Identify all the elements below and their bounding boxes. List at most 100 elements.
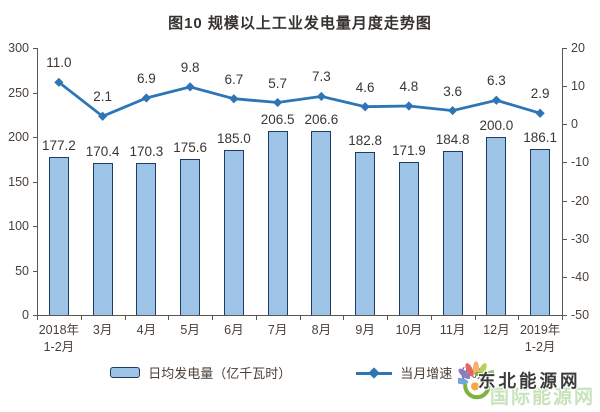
y-axis-right-tick-label: -50 xyxy=(571,308,590,322)
line-marker-icon xyxy=(360,102,370,112)
line-marker-icon xyxy=(98,111,108,121)
line-legend-diamond-icon xyxy=(368,366,380,379)
x-axis-category-label: 5月 xyxy=(180,323,200,337)
y-axis-right xyxy=(562,48,563,315)
legend-item-bar: 日均发电量（亿千瓦时） xyxy=(110,363,291,382)
y-axis-right-tick-label: -20 xyxy=(571,193,590,208)
x-axis-category-label: 8月 xyxy=(311,323,332,337)
x-axis-tick xyxy=(37,316,38,320)
bar xyxy=(48,157,69,315)
y-axis-left-tick xyxy=(33,315,37,316)
x-axis-category-label: 2019年 1-2月 xyxy=(519,323,561,354)
y-axis-right-tick xyxy=(563,200,567,202)
line-value-label: 11.0 xyxy=(46,55,72,71)
y-axis-left-tick xyxy=(33,137,37,138)
bar xyxy=(180,158,201,315)
line-marker-icon xyxy=(535,108,545,118)
bar xyxy=(92,163,113,315)
line-marker-icon xyxy=(54,77,64,87)
bar-value-label: 200.0 xyxy=(479,118,514,133)
y-axis-right-tick-label: -30 xyxy=(571,231,590,246)
y-axis-right-tick xyxy=(563,162,567,164)
line-legend-swatch-icon xyxy=(356,366,393,379)
bar xyxy=(442,150,463,315)
x-axis-tick xyxy=(80,316,82,320)
x-axis-tick xyxy=(212,316,213,320)
bar xyxy=(267,131,288,315)
legend: 日均发电量（亿千瓦时） 当月增速（%） xyxy=(0,363,600,382)
legend-item-line: 当月增速（%） xyxy=(356,363,490,382)
bar xyxy=(223,150,244,315)
bar-legend-label: 日均发电量（亿千瓦时） xyxy=(148,366,292,381)
x-axis xyxy=(37,315,563,316)
bar-value-label: 170.3 xyxy=(129,144,164,160)
y-axis-right-tick xyxy=(563,124,567,126)
y-axis-right-tick-label: 0 xyxy=(571,117,578,132)
y-axis-left-tick xyxy=(33,48,37,49)
bar-value-label: 185.0 xyxy=(216,131,251,147)
line-marker-icon xyxy=(273,97,283,108)
line-value-label: 9.8 xyxy=(180,59,200,75)
line-marker-icon xyxy=(229,94,239,104)
bar xyxy=(398,162,419,315)
y-axis-right-tick xyxy=(563,48,567,49)
y-axis-left-tick xyxy=(33,270,37,272)
y-axis-left-tick-label: 0 xyxy=(22,308,29,322)
y-axis-right-tick xyxy=(563,315,567,316)
x-axis-category-label: 3月 xyxy=(92,323,113,337)
y-axis-right-tick-label: -40 xyxy=(571,269,590,284)
line-marker-icon xyxy=(141,93,151,103)
line-marker-icon xyxy=(185,82,195,92)
bar xyxy=(530,149,551,315)
x-axis-tick xyxy=(299,316,301,320)
line-marker-icon xyxy=(404,101,414,111)
x-axis-category-label: 7月 xyxy=(267,323,288,337)
bar-value-label: 182.8 xyxy=(348,133,383,149)
y-axis-left-tick-label: 50 xyxy=(15,263,29,278)
x-axis-category-label: 2018年 1-2月 xyxy=(38,323,80,354)
bar-value-label: 171.9 xyxy=(391,143,426,158)
y-axis-right-tick-label: -10 xyxy=(571,155,590,170)
bar-value-label: 206.6 xyxy=(304,112,339,128)
bar-value-label: 175.6 xyxy=(173,139,208,155)
x-axis-tick xyxy=(387,316,388,320)
bar xyxy=(355,152,376,315)
x-axis-tick xyxy=(343,316,345,320)
x-axis-category-label: 12月 xyxy=(483,323,510,337)
x-axis-category-label: 4月 xyxy=(136,323,157,337)
bar-legend-swatch-icon xyxy=(110,367,141,378)
line-marker-icon xyxy=(448,105,458,116)
x-axis-tick xyxy=(430,316,432,320)
y-axis-right-tick xyxy=(563,276,567,278)
bar xyxy=(311,131,332,315)
y-axis-left-tick-label: 300 xyxy=(8,41,29,55)
x-axis-category-label: 10月 xyxy=(395,323,423,337)
x-axis-category-label: 9月 xyxy=(355,323,375,337)
y-axis-right-tick xyxy=(563,238,567,240)
bar-value-label: 177.2 xyxy=(41,138,76,154)
bar xyxy=(486,137,507,315)
x-axis-tick xyxy=(474,316,476,320)
x-axis-category-label: 6月 xyxy=(224,323,244,337)
y-axis-left-tick-label: 150 xyxy=(8,174,29,189)
x-axis-tick xyxy=(124,316,126,320)
line-legend-label: 当月增速（%） xyxy=(400,366,490,381)
y-axis-left xyxy=(37,48,38,315)
y-axis-left-tick xyxy=(33,226,37,227)
y-axis-right-tick-label: 10 xyxy=(571,79,585,94)
x-axis-tick xyxy=(168,316,170,320)
y-axis-left-tick xyxy=(33,181,37,183)
x-axis-tick xyxy=(255,316,257,320)
bar-value-label: 186.1 xyxy=(523,130,558,146)
y-axis-left-tick-label: 250 xyxy=(8,85,29,100)
x-axis-tick xyxy=(562,316,563,320)
line-value-label: 2.9 xyxy=(530,86,550,102)
bar-value-label: 170.4 xyxy=(85,144,120,160)
y-axis-left-tick-label: 100 xyxy=(8,219,29,233)
line-marker-icon xyxy=(316,91,326,102)
chart-title: 图10 规模以上工业发电量月度走势图 xyxy=(168,15,432,32)
x-axis-category-label: 11月 xyxy=(439,323,466,337)
